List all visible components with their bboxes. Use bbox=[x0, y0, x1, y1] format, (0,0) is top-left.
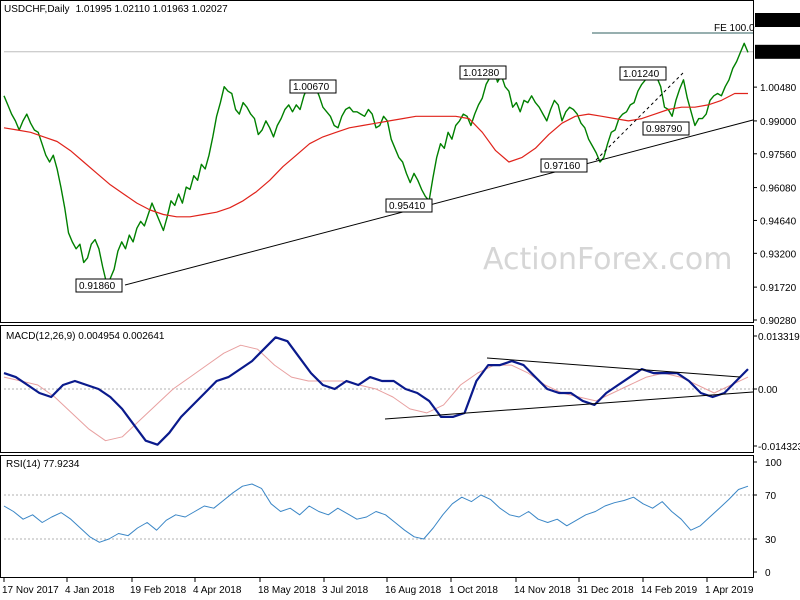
level-label-box bbox=[75, 278, 123, 293]
y-tick-label: 0.96080 bbox=[760, 184, 797, 195]
fe-value-label: 1.03420 bbox=[758, 16, 795, 27]
x-tick-label: 16 Aug 2018 bbox=[385, 585, 442, 596]
macd-title: MACD(12,26,9) 0.004954 0.002641 bbox=[6, 331, 165, 342]
price-title: USDCHF,Daily 1.01995 1.02110 1.01963 1.02… bbox=[4, 4, 228, 15]
level-label: 1.00670 bbox=[293, 82, 330, 93]
level-label: 0.97160 bbox=[544, 161, 581, 172]
macd-tick-label: -0.014323 bbox=[758, 442, 800, 453]
level-label-box bbox=[619, 66, 667, 81]
x-tick-label: 31 Dec 2018 bbox=[577, 585, 634, 596]
rsi-tick-label: 70 bbox=[765, 491, 777, 502]
y-tick-label: 0.99000 bbox=[760, 117, 797, 128]
level-label: 1.01280 bbox=[463, 68, 500, 79]
price-series bbox=[3, 42, 749, 284]
macd-series bbox=[3, 336, 749, 446]
level-label: 0.91860 bbox=[79, 281, 116, 292]
level-label-box bbox=[540, 158, 588, 173]
rsi-series bbox=[3, 483, 749, 543]
ohlc-values: 1.01995 1.02110 1.01963 1.02027 bbox=[76, 4, 229, 15]
x-tick-label: 14 Feb 2019 bbox=[641, 585, 698, 596]
fe-label: FE 100.0 bbox=[714, 23, 755, 34]
price-panel bbox=[0, 0, 754, 323]
y-tick-label: 0.97560 bbox=[760, 150, 797, 161]
x-tick-label: 19 Feb 2018 bbox=[130, 585, 187, 596]
ema-series bbox=[3, 92, 748, 218]
support-trendline bbox=[124, 119, 754, 286]
y-tick-label: 0.90280 bbox=[760, 316, 797, 327]
symbol-label: USDCHF,Daily bbox=[4, 4, 70, 15]
macd-tick-label: 0.00 bbox=[758, 385, 778, 396]
y-tick-label: 0.94640 bbox=[760, 216, 797, 227]
x-tick-label: 1 Oct 2018 bbox=[449, 585, 498, 596]
macd-support-line bbox=[384, 391, 754, 420]
watermark: ActionForex.com bbox=[483, 242, 732, 277]
x-tick-label: 17 Nov 2017 bbox=[2, 585, 59, 596]
macd-signal-series bbox=[3, 344, 749, 442]
macd-tick-label: 0.013319 bbox=[758, 332, 800, 343]
y-tick-label: 0.93200 bbox=[760, 249, 797, 260]
level-label-box bbox=[385, 198, 433, 213]
x-tick-label: 14 Nov 2018 bbox=[514, 585, 571, 596]
rsi-tick-label: 30 bbox=[765, 535, 777, 546]
rsi-panel bbox=[0, 455, 754, 578]
x-tick-label: 4 Apr 2018 bbox=[193, 585, 242, 596]
level-label: 0.98790 bbox=[646, 124, 683, 135]
level-label-box bbox=[289, 79, 337, 94]
last-price-box bbox=[755, 44, 800, 59]
level-label-box bbox=[642, 121, 690, 136]
level-label: 0.95410 bbox=[389, 201, 426, 212]
macd-resistance-line bbox=[486, 357, 741, 378]
rsi-tick-label: 0 bbox=[765, 568, 771, 579]
rsi-title: RSI(14) 77.9234 bbox=[6, 459, 80, 470]
x-tick-label: 3 Jul 2018 bbox=[322, 585, 369, 596]
y-tick-label: 0.91720 bbox=[760, 283, 797, 294]
rsi-tick-label: 100 bbox=[765, 458, 782, 469]
dashed-channel-line bbox=[595, 71, 685, 161]
level-label: 1.01240 bbox=[623, 69, 660, 80]
level-label-box bbox=[459, 65, 507, 80]
x-tick-label: 4 Jan 2018 bbox=[65, 585, 115, 596]
fe-value-box bbox=[755, 13, 800, 27]
last-price-label: 1.02027 bbox=[758, 48, 795, 59]
y-tick-label: 1.00480 bbox=[760, 83, 797, 94]
x-tick-label: 1 Apr 2019 bbox=[705, 585, 754, 596]
x-tick-label: 18 May 2018 bbox=[258, 585, 316, 596]
